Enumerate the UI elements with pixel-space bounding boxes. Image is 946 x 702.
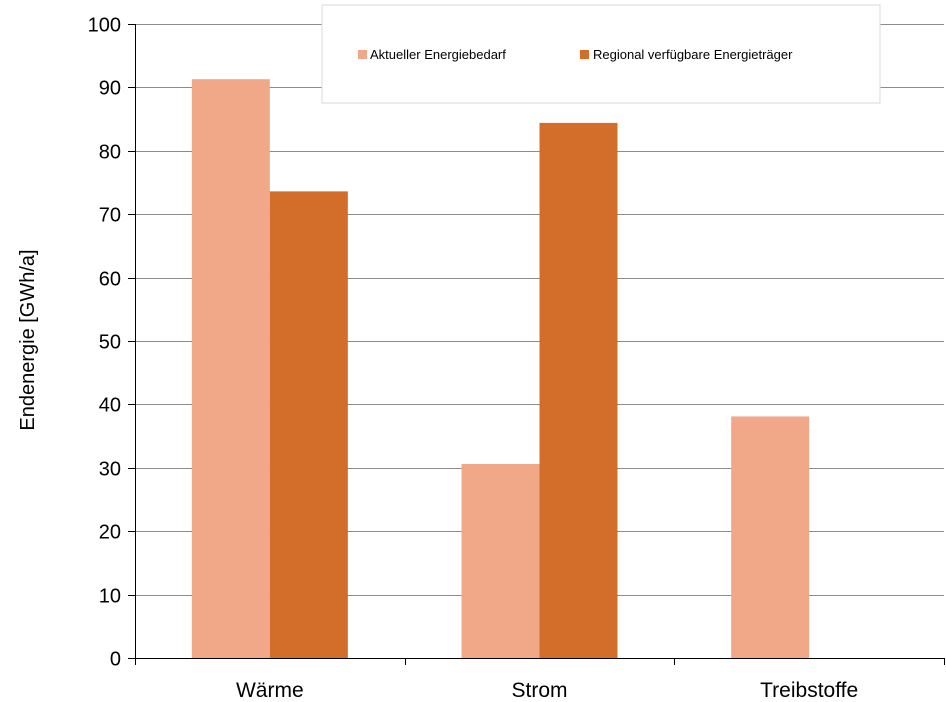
- y-tick-label-90: 90: [99, 78, 121, 100]
- bar-strom-series-2: [539, 122, 618, 659]
- y-tick-label-0: 0: [110, 649, 121, 671]
- y-tick-labels: 0 10 20 30 40 50 60 70 80 90 100: [88, 15, 121, 671]
- y-tick-label-60: 60: [99, 269, 121, 291]
- legend-swatch-regional-verfuegbare-energietraeger: [580, 50, 589, 59]
- bar-wärme-series-2: [269, 191, 348, 658]
- legend-label-regional-verfuegbare-energietraeger: Regional verfügbare Energieträger: [593, 47, 793, 62]
- y-tick-label-30: 30: [99, 459, 121, 481]
- x-category-labels: Wärme Strom Treibstoffe: [236, 679, 858, 702]
- bars: [191, 79, 810, 659]
- bar-strom-series-1: [461, 463, 540, 658]
- bar-wärme-series-1: [191, 79, 270, 658]
- axes: [128, 24, 945, 665]
- y-tick-label-40: 40: [99, 395, 121, 417]
- bar-treibstoffe-series-1: [731, 416, 810, 658]
- legend-swatch-aktueller-energiebedarf: [358, 50, 367, 59]
- y-tick-label-80: 80: [99, 142, 121, 164]
- y-tick-label-50: 50: [99, 332, 121, 354]
- y-axis-title: Endenergie [GWh/a]: [17, 249, 39, 430]
- x-category-label-treibstoffe: Treibstoffe: [760, 679, 858, 702]
- legend: Aktueller Energiebedarf Regional verfügb…: [321, 4, 881, 104]
- y-tick-label-10: 10: [99, 586, 121, 608]
- y-tick-label-70: 70: [99, 205, 121, 227]
- x-category-label-strom: Strom: [511, 679, 567, 702]
- legend-box: [321, 4, 881, 104]
- y-tick-label-100: 100: [88, 15, 121, 37]
- legend-label-aktueller-energiebedarf: Aktueller Energiebedarf: [370, 47, 506, 62]
- x-category-label-wärme: Wärme: [236, 679, 304, 702]
- y-tick-label-20: 20: [99, 522, 121, 544]
